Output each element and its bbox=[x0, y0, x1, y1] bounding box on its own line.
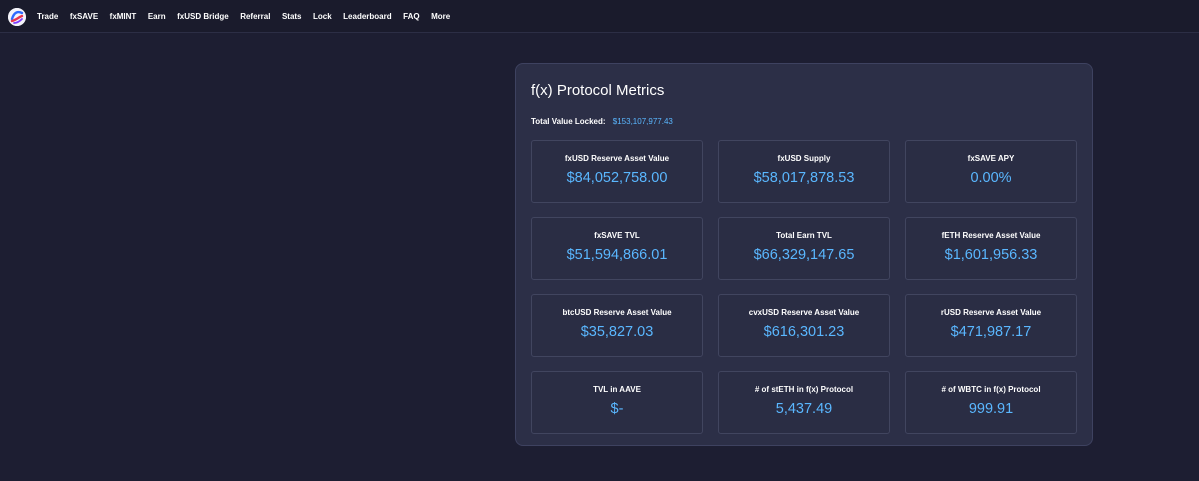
main-nav: Trade fxSAVE fxMINT Earn fxUSD Bridge Re… bbox=[37, 0, 462, 33]
metric-cvxusd-reserve-asset-value: cvxUSD Reserve Asset Value $616,301.23 bbox=[718, 294, 890, 357]
metric-wbtc-count: # of WBTC in f(x) Protocol 999.91 bbox=[905, 371, 1077, 434]
metric-total-earn-tvl: Total Earn TVL $66,329,147.65 bbox=[718, 217, 890, 280]
tvl-label: Total Value Locked: bbox=[531, 117, 606, 126]
metric-label: fETH Reserve Asset Value bbox=[941, 231, 1041, 240]
metric-value: $1,601,956.33 bbox=[944, 247, 1038, 263]
metric-label: fxUSD Reserve Asset Value bbox=[564, 154, 670, 163]
metric-fxsave-tvl: fxSAVE TVL $51,594,866.01 bbox=[531, 217, 703, 280]
metric-value: $- bbox=[610, 401, 624, 417]
metric-label: cvxUSD Reserve Asset Value bbox=[748, 308, 860, 317]
metric-rusd-reserve-asset-value: rUSD Reserve Asset Value $471,987.17 bbox=[905, 294, 1077, 357]
metric-label: Total Earn TVL bbox=[776, 231, 832, 240]
nav-item-more[interactable]: More bbox=[431, 12, 451, 21]
metric-label: # of stETH in f(x) Protocol bbox=[754, 385, 854, 394]
metric-label: btcUSD Reserve Asset Value bbox=[562, 308, 672, 317]
total-value-locked: Total Value Locked: $153,107,977.43 bbox=[531, 117, 673, 126]
metric-label: rUSD Reserve Asset Value bbox=[940, 308, 1042, 317]
nav-item-lock[interactable]: Lock bbox=[313, 12, 332, 21]
metric-value: $58,017,878.53 bbox=[753, 170, 855, 186]
card-title: f(x) Protocol Metrics bbox=[531, 82, 665, 99]
metric-tvl-in-aave: TVL in AAVE $- bbox=[531, 371, 703, 434]
nav-item-faq[interactable]: FAQ bbox=[403, 12, 420, 21]
metric-value: 0.00% bbox=[970, 170, 1012, 186]
nav-item-fxsave[interactable]: fxSAVE bbox=[69, 12, 99, 21]
metric-label: fxUSD Supply bbox=[777, 154, 831, 163]
metric-steth-count: # of stETH in f(x) Protocol 5,437.49 bbox=[718, 371, 890, 434]
protocol-metrics-card: f(x) Protocol Metrics Total Value Locked… bbox=[515, 63, 1093, 446]
metric-value: $66,329,147.65 bbox=[753, 247, 855, 263]
nav-item-leaderboard[interactable]: Leaderboard bbox=[343, 12, 392, 21]
metric-value: $616,301.23 bbox=[763, 324, 845, 340]
metric-value: $35,827.03 bbox=[580, 324, 654, 340]
top-navigation-bar: Trade fxSAVE fxMINT Earn fxUSD Bridge Re… bbox=[0, 0, 1199, 33]
metric-fxusd-reserve-asset-value: fxUSD Reserve Asset Value $84,052,758.00 bbox=[531, 140, 703, 203]
nav-item-earn[interactable]: Earn bbox=[147, 12, 166, 21]
metric-fxusd-supply: fxUSD Supply $58,017,878.53 bbox=[718, 140, 890, 203]
metric-label: fxSAVE TVL bbox=[594, 231, 640, 240]
nav-item-referral[interactable]: Referral bbox=[240, 12, 271, 21]
metric-feth-reserve-asset-value: fETH Reserve Asset Value $1,601,956.33 bbox=[905, 217, 1077, 280]
metric-label: TVL in AAVE bbox=[593, 385, 641, 394]
metric-value: 999.91 bbox=[968, 401, 1014, 417]
metric-btcusd-reserve-asset-value: btcUSD Reserve Asset Value $35,827.03 bbox=[531, 294, 703, 357]
metric-label: fxSAVE APY bbox=[967, 154, 1015, 163]
metric-value: $51,594,866.01 bbox=[566, 247, 668, 263]
metric-value: $471,987.17 bbox=[950, 324, 1032, 340]
metric-value: 5,437.49 bbox=[775, 401, 833, 417]
metrics-grid: fxUSD Reserve Asset Value $84,052,758.00… bbox=[531, 140, 1079, 434]
nav-item-fxmint[interactable]: fxMINT bbox=[109, 12, 137, 21]
metric-label: # of WBTC in f(x) Protocol bbox=[941, 385, 1041, 394]
metric-fxsave-apy: fxSAVE APY 0.00% bbox=[905, 140, 1077, 203]
nav-item-stats[interactable]: Stats bbox=[281, 12, 302, 21]
nav-item-fxusd-bridge[interactable]: fxUSD Bridge bbox=[177, 12, 229, 21]
tvl-value: $153,107,977.43 bbox=[612, 117, 673, 126]
metric-value: $84,052,758.00 bbox=[566, 170, 668, 186]
nav-item-trade[interactable]: Trade bbox=[37, 12, 59, 21]
fx-protocol-logo-icon[interactable] bbox=[8, 8, 26, 26]
